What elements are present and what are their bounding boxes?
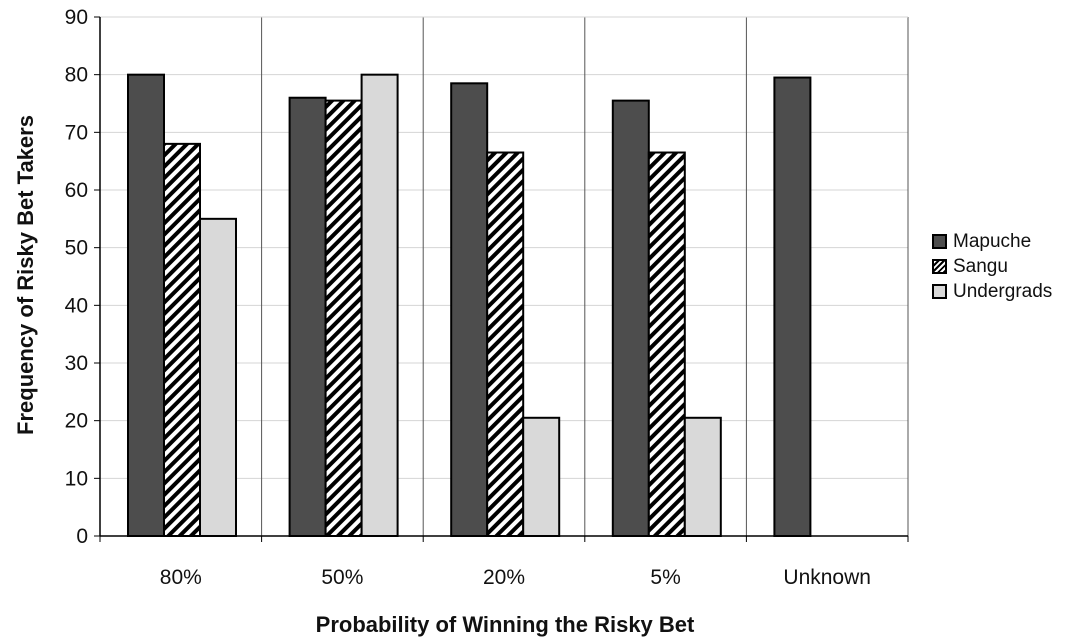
- bar-undergrads-1: [360, 73, 399, 538]
- bar-mapuche-2: [450, 82, 489, 537]
- y-tick-label: 80: [65, 64, 88, 87]
- bar-sangu-0: [163, 142, 201, 537]
- y-tick-label: 20: [65, 410, 88, 433]
- legend: Mapuche Sangu Undergrads: [932, 229, 1068, 304]
- legend-swatch-mapuche: [932, 234, 947, 249]
- y-tick-label: 10: [65, 467, 88, 490]
- y-tick-label: 90: [65, 6, 88, 29]
- y-tick-label: 70: [65, 121, 88, 144]
- legend-label-undergrads: Undergrads: [953, 280, 1053, 302]
- x-tick-label: 20%: [483, 566, 525, 589]
- legend-swatch-undergrads: [932, 284, 947, 299]
- x-tick-label: 80%: [160, 566, 202, 589]
- y-axis-title: Frequency of Risky Bet Takers: [13, 115, 38, 435]
- bar-mapuche-4: [773, 76, 812, 538]
- x-tick-label: 50%: [321, 566, 363, 589]
- bar-undergrads-0: [199, 217, 237, 537]
- bar-sangu-1: [324, 99, 363, 537]
- legend-item-mapuche: Mapuche: [932, 229, 1068, 254]
- y-tick-label: 60: [65, 179, 88, 202]
- y-tick-label: 0: [76, 525, 88, 548]
- legend-item-sangu: Sangu: [932, 254, 1068, 279]
- tick-labels: 0 10 20 30 40 50 60 70 80 90 80% 50% 20% 5% Unknown: [65, 6, 871, 589]
- bar-mapuche-3: [611, 99, 650, 537]
- bars: [127, 73, 812, 538]
- y-tick-label: 30: [65, 352, 88, 375]
- x-axis-title: Probability of Winning the Risky Bet: [316, 612, 695, 637]
- x-tick-label: 5%: [650, 566, 680, 589]
- legend-label-sangu: Sangu: [953, 255, 1008, 277]
- bar-sangu-2: [486, 151, 525, 537]
- bar-undergrads-2: [522, 416, 561, 537]
- bar-mapuche-1: [288, 96, 327, 537]
- x-tick-label: Unknown: [783, 566, 871, 589]
- y-tick-label: 40: [65, 294, 88, 317]
- legend-item-undergrads: Undergrads: [932, 279, 1068, 304]
- bar-sangu-3: [647, 151, 686, 537]
- legend-label-mapuche: Mapuche: [953, 230, 1032, 252]
- bar-undergrads-3: [683, 416, 722, 537]
- y-tick-label: 50: [65, 237, 88, 260]
- axes: [94, 16, 909, 542]
- bar-mapuche-0: [127, 73, 165, 538]
- legend-swatch-sangu: [932, 259, 947, 274]
